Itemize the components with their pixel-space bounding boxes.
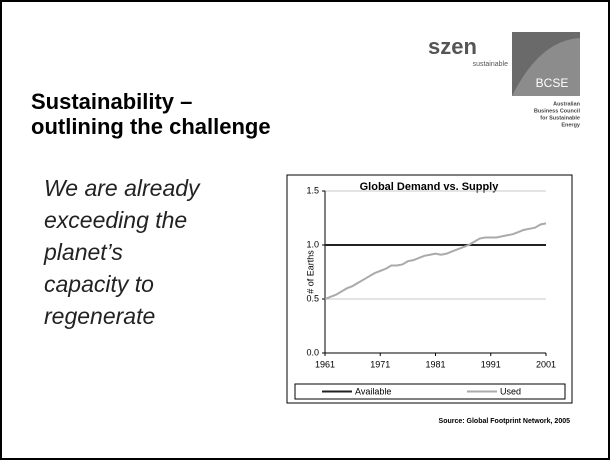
- y-tick-label: 1.0: [306, 239, 319, 249]
- logo-line: Energy: [561, 122, 581, 128]
- logo-line: for Sustainable: [540, 115, 580, 121]
- x-tick-label: 1991: [481, 359, 501, 369]
- logo-line: Australian: [553, 101, 581, 107]
- body-line: exceeding the: [44, 207, 187, 233]
- body-line: regenerate: [44, 303, 155, 329]
- logo-bcse: BCSE: [536, 76, 569, 90]
- legend-box: [294, 383, 566, 400]
- slide-title: outlining the challenge: [31, 114, 271, 139]
- series-line: [324, 222, 547, 300]
- legend-label: Used: [500, 386, 521, 396]
- body-text: We are already exceeding the planet’s ca…: [43, 175, 201, 329]
- x-tick-label: 1961: [315, 359, 335, 369]
- x-tick-label: 1981: [425, 359, 445, 369]
- source: Source: Global Footprint Network, 2005: [439, 418, 571, 425]
- legend-label: Available: [355, 386, 391, 396]
- body-line: planet’s: [43, 239, 123, 265]
- chart-frame: [286, 174, 573, 404]
- logo-line: Business Council: [534, 108, 581, 114]
- logo-szen: szen: [428, 34, 477, 59]
- y-tick-label: 0.5: [306, 293, 319, 303]
- y-axis-label: # of Earths: [305, 250, 315, 294]
- chart-title: Global Demand vs. Supply: [360, 181, 500, 193]
- y-tick-label: 1.5: [306, 185, 319, 195]
- slide-title: Sustainability –: [31, 89, 192, 114]
- logo-swoosh: [512, 38, 580, 96]
- logo-tagline: sustainable: [473, 61, 509, 68]
- x-tick-label: 2001: [536, 359, 556, 369]
- x-tick-label: 1971: [370, 359, 390, 369]
- y-tick-label: 0.0: [306, 347, 319, 357]
- body-line: We are already: [44, 175, 201, 201]
- body-line: capacity to: [44, 271, 154, 297]
